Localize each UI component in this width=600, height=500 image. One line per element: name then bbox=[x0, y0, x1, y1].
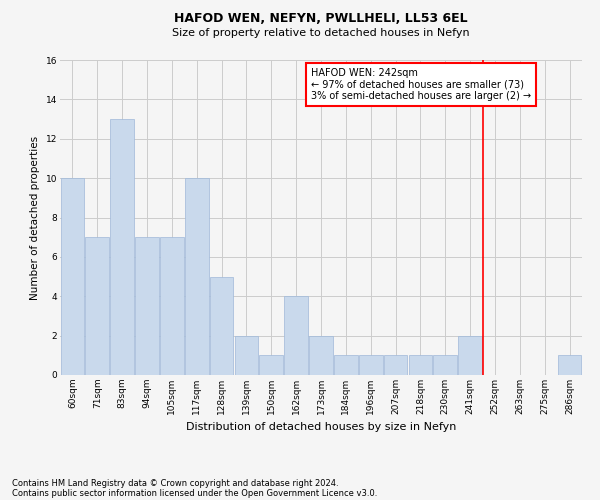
Bar bbox=[61, 178, 84, 375]
Bar bbox=[384, 356, 407, 375]
Bar bbox=[259, 356, 283, 375]
Bar bbox=[433, 356, 457, 375]
Bar bbox=[110, 119, 134, 375]
Bar bbox=[135, 237, 159, 375]
Bar bbox=[160, 237, 184, 375]
Bar bbox=[558, 356, 581, 375]
Bar bbox=[185, 178, 209, 375]
X-axis label: Distribution of detached houses by size in Nefyn: Distribution of detached houses by size … bbox=[186, 422, 456, 432]
Bar bbox=[85, 237, 109, 375]
Y-axis label: Number of detached properties: Number of detached properties bbox=[30, 136, 40, 300]
Bar bbox=[210, 276, 233, 375]
Bar bbox=[359, 356, 383, 375]
Bar bbox=[334, 356, 358, 375]
Bar bbox=[409, 356, 432, 375]
Text: HAFOD WEN: 242sqm
← 97% of detached houses are smaller (73)
3% of semi-detached : HAFOD WEN: 242sqm ← 97% of detached hous… bbox=[311, 68, 531, 101]
Text: Contains public sector information licensed under the Open Government Licence v3: Contains public sector information licen… bbox=[12, 488, 377, 498]
Bar bbox=[309, 336, 333, 375]
Bar bbox=[458, 336, 482, 375]
Text: HAFOD WEN, NEFYN, PWLLHELI, LL53 6EL: HAFOD WEN, NEFYN, PWLLHELI, LL53 6EL bbox=[174, 12, 468, 26]
Text: Contains HM Land Registry data © Crown copyright and database right 2024.: Contains HM Land Registry data © Crown c… bbox=[12, 478, 338, 488]
Text: Size of property relative to detached houses in Nefyn: Size of property relative to detached ho… bbox=[172, 28, 470, 38]
Bar bbox=[235, 336, 258, 375]
Bar bbox=[284, 296, 308, 375]
